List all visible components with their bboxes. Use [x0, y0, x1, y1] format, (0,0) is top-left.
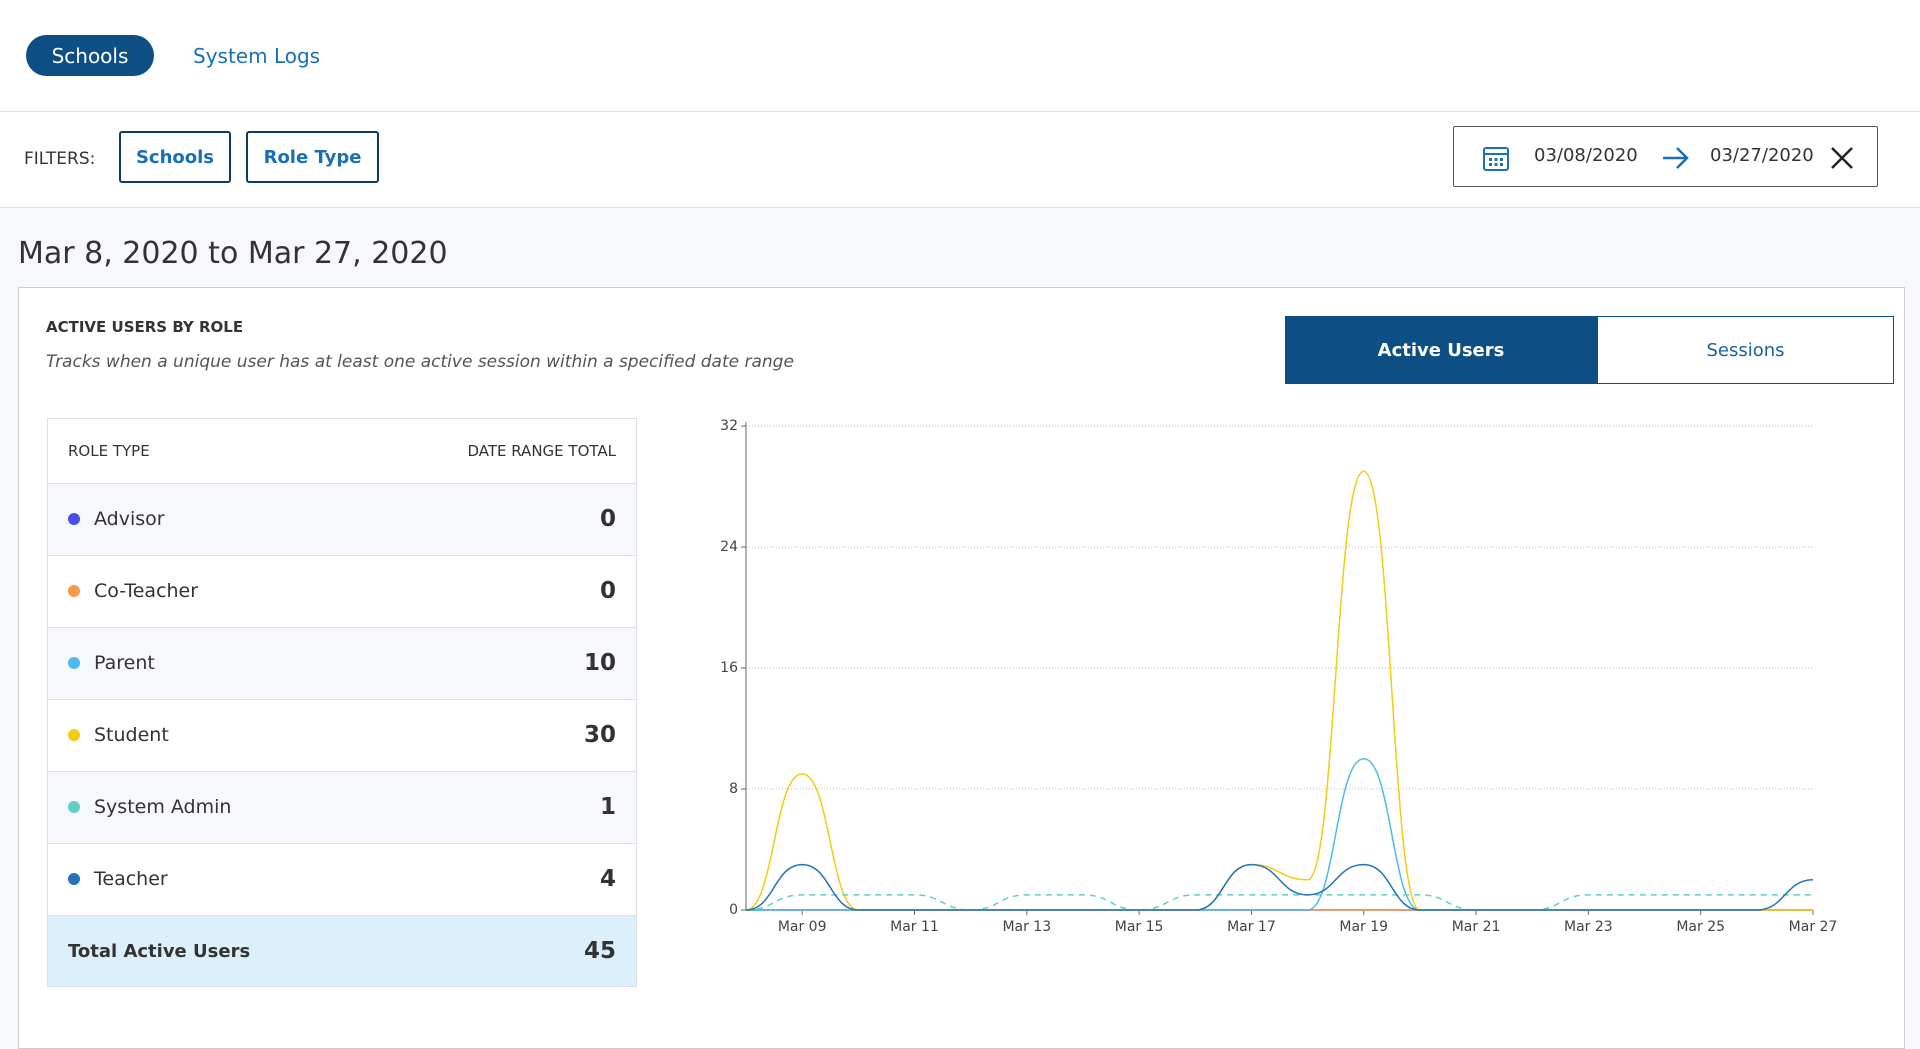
end-date[interactable]: 03/27/2020 [1710, 145, 1814, 166]
role-name: Parent [94, 652, 155, 674]
filter-bar: FILTERS: Schools Role Type 03/08/2020 03… [0, 112, 1920, 208]
x-tick-label: Mar 27 [1789, 919, 1838, 935]
role-dot [68, 873, 80, 885]
start-date[interactable]: 03/08/2020 [1534, 145, 1638, 166]
role-dot [68, 729, 80, 741]
total-value: 45 [583, 938, 616, 964]
total-label: Total Active Users [68, 940, 251, 962]
role-dot [68, 513, 80, 525]
heading: Mar 8, 2020 to Mar 27, 2020 [18, 236, 448, 271]
table-row: Teacher 4 [48, 843, 636, 914]
line-series [746, 757, 1813, 911]
line-series [745, 894, 1813, 911]
y-tick-label: 32 [720, 418, 738, 434]
role-total: 0 [599, 578, 616, 604]
x-tick-label: Mar 17 [1227, 919, 1276, 935]
clear-icon[interactable] [1830, 146, 1854, 170]
role-name: System Admin [94, 796, 232, 818]
header-cell: ROLE TYPE [68, 442, 150, 460]
role-name: Teacher [94, 868, 168, 890]
role-name: Student [94, 724, 169, 746]
y-tick-label: 0 [729, 902, 738, 918]
y-tick-label: 16 [720, 660, 738, 676]
panel-description: Tracks when a unique user has at least o… [46, 352, 794, 372]
x-tick-label: Mar 19 [1339, 919, 1388, 935]
role-name: Co-Teacher [94, 580, 199, 602]
filter-label: FILTERS: [24, 149, 96, 169]
table-row: Student 30 [48, 699, 636, 770]
table-row: Parent 10 [48, 627, 636, 698]
filter-button[interactable]: Schools [119, 131, 231, 183]
filter-button[interactable]: Role Type [246, 131, 379, 183]
table-row: Co-Teacher 0 [48, 555, 636, 626]
x-tick-label: Mar 25 [1676, 919, 1725, 935]
x-tick-label: Mar 11 [890, 919, 939, 935]
header-cell: DATE RANGE TOTAL [467, 442, 616, 460]
panel: ACTIVE USERS BY ROLE Tracks when a uniqu… [18, 287, 1905, 1049]
table-row: System Admin 1 [48, 771, 636, 842]
table-row: Advisor 0 [48, 483, 636, 554]
tab-active[interactable]: Schools [26, 35, 154, 76]
role-total: 4 [599, 866, 616, 892]
role-dot [68, 801, 80, 813]
x-tick-label: Mar 21 [1452, 919, 1501, 935]
panel-title: ACTIVE USERS BY ROLE [46, 318, 244, 336]
role-total: 10 [583, 650, 616, 676]
y-tick-label: 24 [720, 539, 738, 555]
arrow-icon [1663, 147, 1689, 169]
x-tick-label: Mar 13 [1002, 919, 1051, 935]
x-tick-label: Mar 09 [778, 919, 827, 935]
chart: 0 8 16 24 32 Mar 09 Mar 11 Mar 13 Mar 15 Mar 17 Ma… [720, 418, 1838, 935]
tab[interactable]: System Logs [193, 44, 321, 68]
role-total: 1 [599, 794, 616, 820]
toggle-active[interactable]: Active Users [1285, 316, 1597, 384]
top-nav: Schools System Logs [0, 0, 1920, 112]
role-table: ROLE TYPE DATE RANGE TOTAL Total Active … [47, 418, 637, 987]
role-dot [68, 657, 80, 669]
date-range-picker[interactable]: 03/08/2020 03/27/2020 [1453, 126, 1878, 187]
role-total: 30 [583, 722, 616, 748]
line-series [745, 470, 1813, 911]
line-series [745, 863, 1814, 911]
role-name: Advisor [94, 508, 165, 530]
x-tick-label: Mar 23 [1564, 919, 1613, 935]
x-tick-label: Mar 15 [1115, 919, 1164, 935]
calendar-icon [1483, 147, 1509, 171]
table-header: ROLE TYPE DATE RANGE TOTAL [48, 419, 636, 483]
role-total: 0 [599, 506, 616, 532]
toggle[interactable]: Sessions [1597, 316, 1894, 384]
y-tick-label: 8 [729, 781, 738, 797]
role-dot [68, 585, 80, 597]
total-row: Total Active Users 45 [48, 915, 636, 986]
